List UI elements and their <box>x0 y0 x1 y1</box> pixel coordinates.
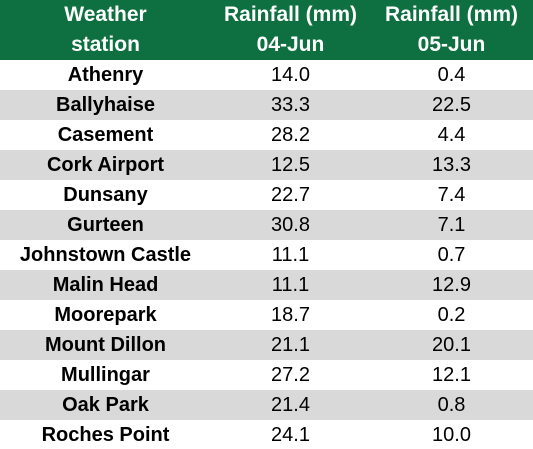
rainfall-jun04-cell: 21.4 <box>211 390 370 420</box>
table-row: Malin Head 11.1 12.9 <box>0 270 533 300</box>
table-row: Oak Park 21.4 0.8 <box>0 390 533 420</box>
station-cell: Dunsany <box>0 180 211 210</box>
rainfall-jun05-cell: 4.4 <box>370 120 533 150</box>
rainfall-jun05-cell: 10.0 <box>370 420 533 449</box>
header-jun04-line1: Rainfall (mm) <box>223 3 357 26</box>
header-jun05-line1: Rainfall (mm) <box>384 3 518 26</box>
header-jun04: Rainfall (mm) 04-Jun <box>211 0 370 60</box>
table-row: Mullingar 27.2 12.1 <box>0 360 533 390</box>
rainfall-jun04-cell: 21.1 <box>211 330 370 360</box>
table-row: Athenry 14.0 0.4 <box>0 60 533 90</box>
rainfall-jun05-cell: 22.5 <box>370 90 533 120</box>
header-station-line2: station <box>71 33 140 56</box>
station-cell: Johnstown Castle <box>0 240 211 270</box>
station-cell: Moorepark <box>0 300 211 330</box>
station-cell: Ballyhaise <box>0 90 211 120</box>
rainfall-jun05-cell: 12.1 <box>370 360 533 390</box>
station-cell: Mount Dillon <box>0 330 211 360</box>
table-row: Johnstown Castle 11.1 0.7 <box>0 240 533 270</box>
table-row: Dunsany 22.7 7.4 <box>0 180 533 210</box>
rainfall-jun04-cell: 27.2 <box>211 360 370 390</box>
rainfall-jun04-cell: 30.8 <box>211 210 370 240</box>
table-row: Mount Dillon 21.1 20.1 <box>0 330 533 360</box>
station-cell: Mullingar <box>0 360 211 390</box>
table-row: Moorepark 18.7 0.2 <box>0 300 533 330</box>
rainfall-jun04-cell: 11.1 <box>211 240 370 270</box>
station-cell: Oak Park <box>0 390 211 420</box>
rainfall-jun05-cell: 13.3 <box>370 150 533 180</box>
rainfall-jun05-cell: 0.4 <box>370 60 533 90</box>
table-row: Casement 28.2 4.4 <box>0 120 533 150</box>
rainfall-jun04-cell: 18.7 <box>211 300 370 330</box>
rainfall-jun04-cell: 22.7 <box>211 180 370 210</box>
station-cell: Malin Head <box>0 270 211 300</box>
rainfall-jun05-cell: 7.4 <box>370 180 533 210</box>
header-row: Weather station Rainfall (mm) 04-Jun Rai… <box>0 0 533 60</box>
rainfall-jun05-cell: 0.8 <box>370 390 533 420</box>
rainfall-jun05-cell: 7.1 <box>370 210 533 240</box>
rainfall-jun05-cell: 0.2 <box>370 300 533 330</box>
table-row: Cork Airport 12.5 13.3 <box>0 150 533 180</box>
rainfall-jun04-cell: 28.2 <box>211 120 370 150</box>
station-cell: Gurteen <box>0 210 211 240</box>
station-cell: Cork Airport <box>0 150 211 180</box>
rainfall-jun05-cell: 20.1 <box>370 330 533 360</box>
rainfall-jun04-cell: 11.1 <box>211 270 370 300</box>
rainfall-jun05-cell: 12.9 <box>370 270 533 300</box>
station-cell: Athenry <box>0 60 211 90</box>
header-jun05-line2: 05-Jun <box>417 33 486 56</box>
table-row: Roches Point 24.1 10.0 <box>0 420 533 449</box>
header-station: Weather station <box>0 0 211 60</box>
header-station-line1: Weather <box>64 3 147 26</box>
header-jun05: Rainfall (mm) 05-Jun <box>370 0 533 60</box>
rainfall-jun04-cell: 12.5 <box>211 150 370 180</box>
table-row: Ballyhaise 33.3 22.5 <box>0 90 533 120</box>
rainfall-jun04-cell: 14.0 <box>211 60 370 90</box>
rainfall-jun05-cell: 0.7 <box>370 240 533 270</box>
table-body: Athenry 14.0 0.4 Ballyhaise 33.3 22.5 Casement… <box>0 60 533 449</box>
header-jun04-line2: 04-Jun <box>256 33 325 56</box>
table-row: Gurteen 30.8 7.1 <box>0 210 533 240</box>
table-header: Weather station Rainfall (mm) 04-Jun Rai… <box>0 0 533 60</box>
rainfall-jun04-cell: 24.1 <box>211 420 370 449</box>
station-cell: Roches Point <box>0 420 211 449</box>
rainfall-jun04-cell: 33.3 <box>211 90 370 120</box>
station-cell: Casement <box>0 120 211 150</box>
